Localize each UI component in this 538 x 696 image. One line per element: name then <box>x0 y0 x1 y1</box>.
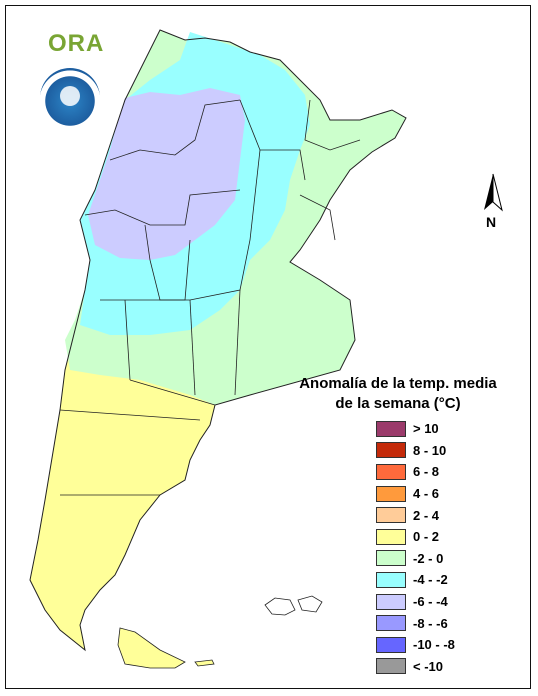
legend-label: 4 - 6 <box>413 486 440 502</box>
map-region-lavender <box>88 88 245 260</box>
legend-item: -2 - 0 <box>376 548 476 570</box>
legend-label: -6 - -4 <box>413 594 448 610</box>
legend-item: > 10 <box>376 418 476 440</box>
country-outline <box>29 29 407 652</box>
seal-center <box>60 86 80 106</box>
legend-item: 6 - 8 <box>376 461 476 483</box>
legend-title-line-1: Anomalía de la temp. media <box>299 375 497 392</box>
legend-label: > 10 <box>413 421 439 437</box>
legend-swatch <box>376 528 406 545</box>
legend-swatch <box>376 550 406 567</box>
province-boundaries <box>59 99 361 496</box>
legend-item: 4 - 6 <box>376 483 476 505</box>
legend-label: 2 - 4 <box>413 507 440 523</box>
legend-item: -4 - -2 <box>376 569 476 591</box>
legend-label: -10 - -8 <box>413 637 455 653</box>
legend-item: -6 - -4 <box>376 591 476 613</box>
smn-seal-icon <box>40 68 100 128</box>
legend-title: Anomalía de la temp. media de la semana … <box>284 374 512 414</box>
legend-swatch <box>376 420 406 437</box>
north-arrow-icon <box>484 173 503 212</box>
north-label: N <box>486 214 497 230</box>
legend-swatch <box>376 658 406 675</box>
isla-de-los-estados <box>194 659 215 667</box>
legend-swatch <box>376 593 406 610</box>
legend-item: 8 - 10 <box>376 440 476 462</box>
legend-item: < -10 <box>376 656 476 678</box>
legend-title-line-2: de la semana (°C) <box>335 395 461 412</box>
legend-swatch <box>376 507 406 524</box>
legend-swatch <box>376 571 406 588</box>
legend-label: 0 - 2 <box>413 529 440 545</box>
legend-item: 2 - 4 <box>376 504 476 526</box>
legend-swatch <box>376 636 406 653</box>
legend-label: 6 - 8 <box>413 464 440 480</box>
legend-swatch <box>376 485 406 502</box>
legend-label: -4 - -2 <box>413 572 448 588</box>
legend-item: -8 - -6 <box>376 612 476 634</box>
legend-swatch <box>376 442 406 459</box>
malvinas-islands <box>264 595 323 616</box>
legend-label: -8 - -6 <box>413 615 448 631</box>
legend-label: 8 - 10 <box>413 442 447 458</box>
legend: > 10 8 - 10 6 - 8 4 - 6 2 - 4 0 - 2 -2 -… <box>376 418 476 677</box>
legend-swatch <box>376 615 406 632</box>
legend-item: -10 - -8 <box>376 634 476 656</box>
legend-item: 0 - 2 <box>376 526 476 548</box>
tierra-del-fuego <box>117 627 186 669</box>
ora-logo: ORA <box>48 30 105 57</box>
legend-swatch <box>376 463 406 480</box>
legend-label: < -10 <box>413 658 443 674</box>
legend-label: -2 - 0 <box>413 550 444 566</box>
